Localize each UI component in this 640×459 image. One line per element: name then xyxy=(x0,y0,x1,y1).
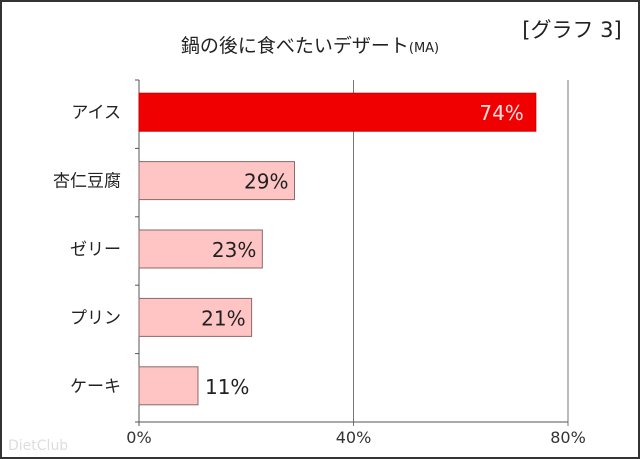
watermark-logo: DietClub xyxy=(8,438,68,454)
bar xyxy=(138,366,199,406)
data-label: 23% xyxy=(212,238,256,262)
category-label: 杏仁豆腐 xyxy=(53,172,121,192)
category-label: プリン xyxy=(70,308,121,328)
graph-tag: [グラフ 3] xyxy=(522,18,621,42)
bar xyxy=(138,297,253,337)
bar xyxy=(138,161,296,201)
data-label: 21% xyxy=(201,306,245,330)
category-label: アイス xyxy=(71,103,121,123)
category-label: ゼリー xyxy=(70,240,121,260)
data-label: 29% xyxy=(244,170,288,194)
x-tick-label: 0% xyxy=(126,428,151,447)
data-label: 74% xyxy=(479,101,523,125)
bar xyxy=(138,92,537,132)
chart-title: 鍋の後に食べたいデザート(MA) xyxy=(181,35,439,57)
category-label: ケーキ xyxy=(70,377,121,397)
data-label: 11% xyxy=(205,375,249,399)
x-tick-label: 40% xyxy=(336,428,372,447)
x-tick-label: 80% xyxy=(550,428,586,447)
bar xyxy=(138,229,263,269)
